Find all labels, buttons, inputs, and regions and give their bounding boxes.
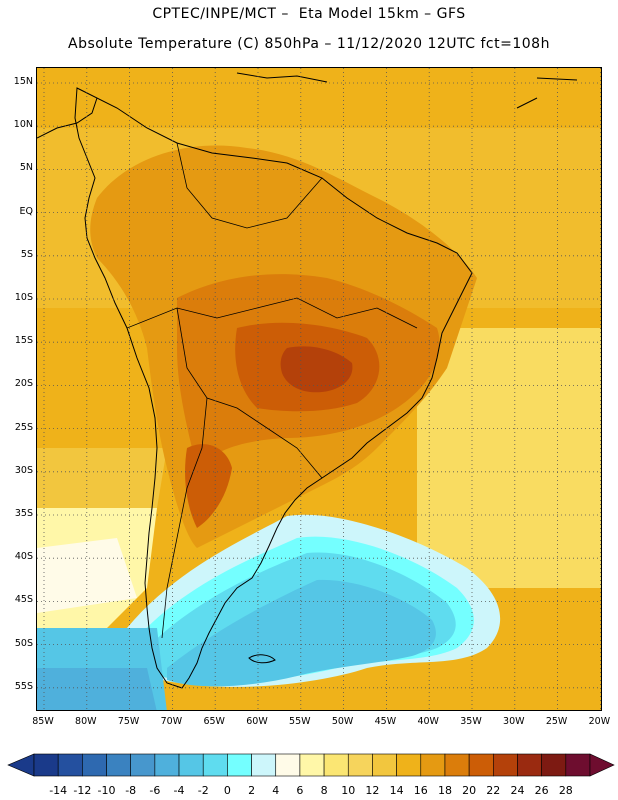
- latitude-label: 45S: [14, 594, 33, 606]
- latitude-label: 10N: [13, 119, 33, 131]
- longitude-label: 25W: [545, 716, 568, 727]
- colorbar-cell: [106, 753, 131, 777]
- map-panel: [36, 67, 602, 711]
- colorbar-cell: [82, 753, 107, 777]
- colorbar-cell: [323, 753, 349, 777]
- latitude-label: 40S: [14, 551, 33, 563]
- country-borders-north: [176, 142, 323, 229]
- temperature-map: [37, 68, 601, 710]
- longitude-label: 30W: [503, 716, 525, 727]
- colorbar-tick-label: 26: [534, 784, 549, 797]
- latitude-label: 20S: [14, 378, 33, 390]
- colorbar-tick-label: 18: [437, 784, 452, 797]
- latitude-label: 10S: [14, 292, 33, 303]
- colorbar-cell: [275, 753, 301, 777]
- colorbar-cell: [251, 753, 277, 777]
- longitude-label: 80W: [75, 716, 97, 727]
- colorbar-cell: [517, 753, 542, 777]
- latitude-label: 35S: [14, 508, 33, 519]
- colorbar-cell: [372, 753, 397, 777]
- latitude-label: 30S: [14, 464, 33, 476]
- continent-hottest-core: [280, 346, 353, 393]
- longitude-label: 65W: [203, 716, 225, 727]
- colorbar-cell: [154, 753, 180, 777]
- colorbar-tick-label: -8: [125, 784, 137, 797]
- colorbar-cell: [468, 753, 494, 777]
- colorbar-cell: [347, 753, 373, 777]
- cold-airmass-southwest-core: [37, 668, 157, 710]
- longitude-label: 55W: [289, 716, 311, 727]
- colorbar-tick-label: 10: [341, 784, 356, 797]
- colorbar-tick-label: -14: [49, 784, 68, 797]
- colorbar-cell: [33, 753, 59, 777]
- longitude-label: 40W: [417, 716, 439, 727]
- coastline-caribbean: [236, 72, 578, 109]
- colorbar-cell: [493, 753, 518, 777]
- colorbar-tick-label: 0: [223, 784, 231, 797]
- colorbar-tick-label: 4: [272, 784, 280, 797]
- colorbar-cell: [178, 753, 204, 777]
- colorbar-tick-label: 2: [248, 784, 256, 797]
- border-andes: [161, 397, 208, 639]
- longitude-label: 70W: [160, 716, 183, 727]
- country-borders-central: [126, 297, 418, 329]
- graticule: [37, 68, 601, 710]
- colorbar-tick-label: 6: [296, 784, 304, 797]
- colorbar-tick-label: -4: [173, 784, 185, 797]
- cold-airmass-band3: [167, 579, 436, 687]
- chaco-hot-core: [185, 444, 232, 528]
- colorbar-cell: [130, 753, 156, 777]
- colorbar-tick-label: 28: [558, 784, 573, 797]
- colorbar-tick-label: -2: [197, 784, 209, 797]
- colorbar-tick-label: 8: [320, 784, 328, 797]
- colorbar-arrow-high: [589, 753, 615, 777]
- map-title-line2: Absolute Temperature (C) 850hPa – 11/12/…: [68, 36, 550, 52]
- colorbar-tick-label: 24: [510, 784, 525, 797]
- colorbar-tick-label: -10: [97, 784, 116, 797]
- falkland-islands: [248, 654, 276, 664]
- temperature-band-pacific-cool: [37, 538, 137, 613]
- latitude-label: 15S: [14, 335, 33, 347]
- longitude-label: 50W: [331, 716, 354, 727]
- colorbar-cell: [444, 753, 470, 777]
- colorbar-cell: [202, 753, 228, 777]
- temperature-band-south-atlantic: [417, 328, 601, 588]
- colorbar-cell: [57, 753, 83, 777]
- colorbar-tick-label: 14: [389, 784, 404, 797]
- colorbar-tick-label: -6: [149, 784, 161, 797]
- colorbar-cell: [565, 753, 591, 777]
- colorbar-cells: [7, 753, 615, 777]
- colorbar-cell: [541, 753, 567, 777]
- latitude-label: 5S: [20, 248, 33, 260]
- colorbar-cell: [396, 753, 422, 777]
- longitude-label: 20W: [588, 716, 611, 727]
- colorbar-tick-label: 22: [486, 784, 501, 797]
- colorbar-arrow-low: [7, 753, 35, 777]
- longitude-label: 85W: [32, 716, 54, 727]
- latitude-label: 15N: [13, 76, 33, 87]
- longitude-label: 35W: [460, 716, 482, 727]
- longitude-label: 60W: [246, 716, 268, 727]
- colorbar-cell: [420, 753, 446, 777]
- colorbar-tick-label: 12: [365, 784, 380, 797]
- country-borders-south: [176, 307, 323, 479]
- map-title-line1: CPTEC/INPE/MCT – Eta Model 15km – GFS: [152, 6, 466, 22]
- latitude-label: 5N: [19, 162, 33, 174]
- temperature-band-pacific: [37, 448, 167, 518]
- colorbar-tick-label: -12: [73, 784, 92, 797]
- longitude-label: 45W: [374, 716, 397, 727]
- colorbar-cell: [227, 753, 252, 777]
- longitude-label: 75W: [117, 716, 140, 727]
- colorbar-tick-label: 20: [462, 784, 477, 797]
- colorbar-tick-label: 16: [413, 784, 428, 797]
- coastline-central-america: [37, 97, 98, 139]
- latitude-label: 50S: [14, 637, 33, 649]
- colorbar-cell: [299, 753, 325, 777]
- latitude-label: 55S: [14, 680, 33, 692]
- latitude-label: 25S: [14, 421, 33, 433]
- latitude-label: EQ: [19, 205, 33, 217]
